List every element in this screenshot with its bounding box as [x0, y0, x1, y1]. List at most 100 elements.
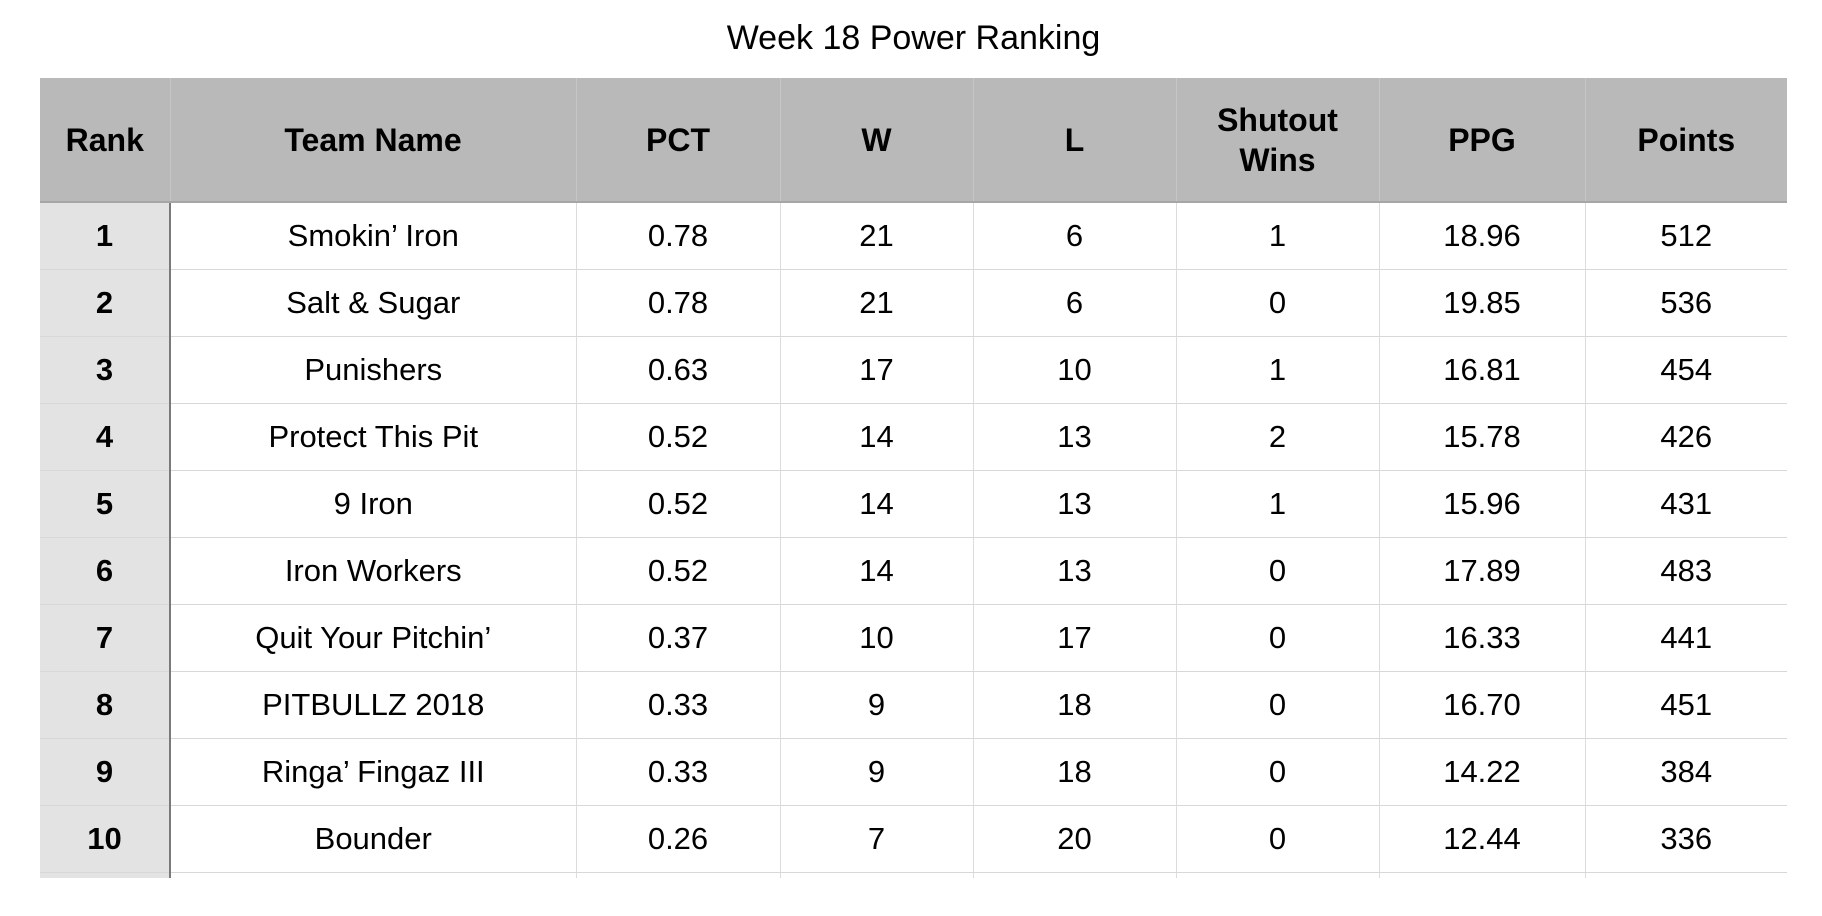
- cell-points: 454: [1584, 336, 1787, 404]
- cell-rank: 8: [40, 671, 171, 739]
- cell-rank: 7: [40, 604, 171, 672]
- cell-pct: 0.52: [575, 403, 780, 471]
- cell-team-name: Protect This Pit: [170, 403, 576, 471]
- cell-ppg: 15.96: [1378, 470, 1585, 538]
- cell-ppg: 15.78: [1378, 403, 1585, 471]
- cell-ppg: 18.96: [1378, 202, 1585, 270]
- stub-cell: [1175, 872, 1379, 878]
- cell-team-name: Iron Workers: [170, 537, 576, 605]
- column-header-shutout-wins: Shutout Wins: [1175, 78, 1379, 203]
- cell-pct: 0.78: [575, 269, 780, 337]
- table-row: 10 Bounder 0.26 7 20 0 12.44 336: [40, 805, 1787, 873]
- column-header-l: L: [972, 78, 1176, 203]
- table-row: 9 Ringa’ Fingaz III 0.33 9 18 0 14.22 384: [40, 738, 1787, 806]
- cell-pct: 0.26: [575, 805, 780, 873]
- table-header: Rank Team Name PCT W L Shutout Wins PPG Points: [40, 78, 1787, 203]
- cell-points: 536: [1584, 269, 1787, 337]
- cell-team-name: Ringa’ Fingaz III: [170, 738, 576, 806]
- header-row: Rank Team Name PCT W L Shutout Wins PPG Points: [40, 78, 1787, 203]
- cell-rank: 2: [40, 269, 171, 337]
- table-body: 1 Smokin’ Iron 0.78 21 6 1 18.96 512 2 Salt & Sug…: [40, 202, 1787, 878]
- cell-team-name: Punishers: [170, 336, 576, 404]
- table-row: 1 Smokin’ Iron 0.78 21 6 1 18.96 512: [40, 202, 1787, 270]
- cell-ppg: 16.81: [1378, 336, 1585, 404]
- cell-ppg: 12.44: [1378, 805, 1585, 873]
- cell-points: 441: [1584, 604, 1787, 672]
- cell-team-name: Quit Your Pitchin’: [170, 604, 576, 672]
- cell-w: 14: [779, 470, 973, 538]
- column-header-ppg: PPG: [1378, 78, 1585, 203]
- cell-team-name: Bounder: [170, 805, 576, 873]
- cell-shutout-wins: 1: [1175, 470, 1379, 538]
- cell-w: 17: [779, 336, 973, 404]
- stub-cell: [1378, 872, 1585, 878]
- table-row: 8 PITBULLZ 2018 0.33 9 18 0 16.70 451: [40, 671, 1787, 739]
- column-header-team-name: Team Name: [169, 78, 576, 203]
- cell-shutout-wins: 0: [1175, 671, 1379, 739]
- cell-pct: 0.52: [575, 470, 780, 538]
- cell-w: 7: [779, 805, 973, 873]
- table-row: 4 Protect This Pit 0.52 14 13 2 15.78 426: [40, 403, 1787, 471]
- cell-ppg: 16.33: [1378, 604, 1585, 672]
- cell-l: 13: [972, 403, 1176, 471]
- cell-w: 9: [779, 738, 973, 806]
- cutoff-row-stub: [40, 872, 1787, 878]
- cell-points: 384: [1584, 738, 1787, 806]
- cell-shutout-wins: 0: [1175, 805, 1379, 873]
- cell-w: 21: [779, 202, 973, 270]
- cell-pct: 0.37: [575, 604, 780, 672]
- cell-pct: 0.78: [575, 202, 780, 270]
- column-header-rank: Rank: [40, 78, 170, 203]
- cell-rank: 1: [40, 202, 171, 270]
- cell-l: 20: [972, 805, 1176, 873]
- cell-points: 336: [1584, 805, 1787, 873]
- stub-cell: [40, 872, 171, 878]
- cell-ppg: 16.70: [1378, 671, 1585, 739]
- cell-team-name: Smokin’ Iron: [170, 202, 576, 270]
- cell-rank: 10: [40, 805, 171, 873]
- column-header-w: W: [779, 78, 973, 203]
- cell-team-name: 9 Iron: [170, 470, 576, 538]
- table-row: 3 Punishers 0.63 17 10 1 16.81 454: [40, 336, 1787, 404]
- cell-shutout-wins: 0: [1175, 269, 1379, 337]
- page-title: Week 18 Power Ranking: [726, 19, 1101, 57]
- cell-rank: 3: [40, 336, 171, 404]
- cell-w: 14: [779, 403, 973, 471]
- column-header-points: Points: [1584, 78, 1787, 203]
- cell-rank: 4: [40, 403, 171, 471]
- cell-pct: 0.63: [575, 336, 780, 404]
- stub-cell: [575, 872, 780, 878]
- cell-l: 10: [972, 336, 1176, 404]
- cell-l: 17: [972, 604, 1176, 672]
- cell-l: 6: [972, 269, 1176, 337]
- cell-w: 21: [779, 269, 973, 337]
- cell-ppg: 19.85: [1378, 269, 1585, 337]
- cell-l: 6: [972, 202, 1176, 270]
- cell-points: 512: [1584, 202, 1787, 270]
- cell-w: 14: [779, 537, 973, 605]
- cell-l: 18: [972, 671, 1176, 739]
- power-ranking-panel: Week 18 Power Ranking Rank Team Name PCT W L…: [40, 14, 1787, 878]
- cell-w: 10: [779, 604, 973, 672]
- cell-rank: 9: [40, 738, 171, 806]
- cell-rank: 6: [40, 537, 171, 605]
- cell-points: 451: [1584, 671, 1787, 739]
- cell-shutout-wins: 0: [1175, 738, 1379, 806]
- cell-team-name: Salt & Sugar: [170, 269, 576, 337]
- column-header-pct: PCT: [575, 78, 780, 203]
- cell-shutout-wins: 0: [1175, 604, 1379, 672]
- cell-points: 431: [1584, 470, 1787, 538]
- cell-shutout-wins: 2: [1175, 403, 1379, 471]
- cell-pct: 0.33: [575, 671, 780, 739]
- cell-points: 483: [1584, 537, 1787, 605]
- cell-points: 426: [1584, 403, 1787, 471]
- stub-cell: [972, 872, 1176, 878]
- cell-shutout-wins: 1: [1175, 336, 1379, 404]
- cell-w: 9: [779, 671, 973, 739]
- cell-ppg: 14.22: [1378, 738, 1585, 806]
- power-ranking-table: Rank Team Name PCT W L Shutout Wins PPG Points …: [40, 78, 1787, 878]
- cell-pct: 0.33: [575, 738, 780, 806]
- cell-shutout-wins: 0: [1175, 537, 1379, 605]
- cell-ppg: 17.89: [1378, 537, 1585, 605]
